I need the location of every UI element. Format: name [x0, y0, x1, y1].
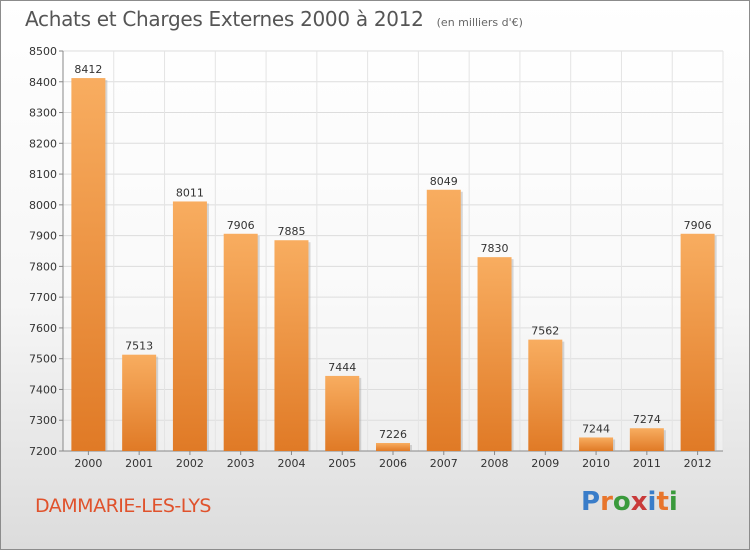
logo-letter: r	[600, 487, 613, 517]
y-tick-label: 7200	[29, 445, 57, 458]
chart-title: Achats et Charges Externes 2000 à 2012	[25, 7, 424, 31]
plot-area	[63, 51, 723, 451]
y-tick-label: 7700	[29, 291, 57, 304]
data-label: 7274	[633, 413, 661, 426]
bar	[579, 437, 614, 451]
data-label: 7513	[125, 340, 153, 353]
x-tick-label: 2002	[176, 457, 204, 470]
bar	[376, 443, 410, 451]
data-label: 7444	[328, 361, 356, 374]
logo-letter: x	[630, 487, 648, 517]
y-tick-label: 7500	[29, 353, 57, 366]
data-label: 8412	[74, 63, 102, 76]
chart-subtitle: (en milliers d'€)	[436, 16, 523, 29]
logo-letter: i	[668, 487, 678, 517]
data-label: 7562	[531, 325, 559, 338]
bar	[680, 233, 715, 451]
x-tick-label: 2005	[328, 457, 356, 470]
logo-letter: o	[612, 487, 631, 517]
bar	[71, 78, 106, 452]
bar	[274, 240, 309, 451]
data-label: 7244	[582, 422, 610, 435]
bars	[71, 78, 717, 452]
grid-lines	[62, 50, 724, 452]
x-tick-label: 2012	[684, 457, 712, 470]
data-label: 7906	[684, 219, 712, 232]
logo-letter: t	[656, 487, 669, 517]
y-tick-label: 7300	[29, 414, 57, 427]
y-tick-label: 8500	[29, 45, 57, 58]
bar	[426, 189, 461, 451]
y-tick-label: 7600	[29, 322, 57, 335]
bar	[528, 339, 563, 451]
x-tick-label: 2004	[277, 457, 305, 470]
data-label: 7885	[277, 225, 305, 238]
y-tick-label: 8000	[29, 199, 57, 212]
y-tick-label: 7900	[29, 230, 57, 243]
x-tick-label: 2010	[582, 457, 610, 470]
data-label: 7830	[481, 242, 509, 255]
bar	[629, 428, 664, 451]
x-tick-label: 2006	[379, 457, 407, 470]
bar	[122, 354, 157, 451]
y-tick-label: 8300	[29, 107, 57, 120]
chart-title-line: Achats et Charges Externes 2000 à 2012 (…	[25, 7, 523, 31]
bar	[223, 233, 258, 451]
y-tick-label: 8200	[29, 137, 57, 150]
x-tick-label: 2007	[430, 457, 458, 470]
x-tick-label: 2001	[125, 457, 153, 470]
bar	[172, 201, 207, 451]
data-label: 8049	[430, 175, 458, 188]
place-name: DAMMARIE-LES-LYS	[35, 495, 211, 517]
x-tick-label: 2008	[481, 457, 509, 470]
data-label: 7226	[379, 428, 407, 441]
x-tick-label: 2000	[74, 457, 102, 470]
x-tick-label: 2003	[227, 457, 255, 470]
proxiti-logo[interactable]: Proxiti	[581, 487, 678, 517]
logo-letter: i	[647, 487, 657, 517]
data-label: 8011	[176, 186, 204, 199]
bar	[325, 375, 360, 451]
bar	[477, 257, 512, 451]
labels: 7200 7300 7400 7500 7600 7700 7800 7900 8000 8100…	[29, 45, 712, 470]
y-tick-label: 8400	[29, 76, 57, 89]
y-tick-label: 8100	[29, 168, 57, 181]
x-tick-label: 2011	[633, 457, 661, 470]
logo-letter: P	[581, 487, 601, 517]
data-label: 7906	[227, 219, 255, 232]
x-tick-label: 2009	[531, 457, 559, 470]
y-tick-label: 7800	[29, 260, 57, 273]
y-tick-label: 7400	[29, 383, 57, 396]
